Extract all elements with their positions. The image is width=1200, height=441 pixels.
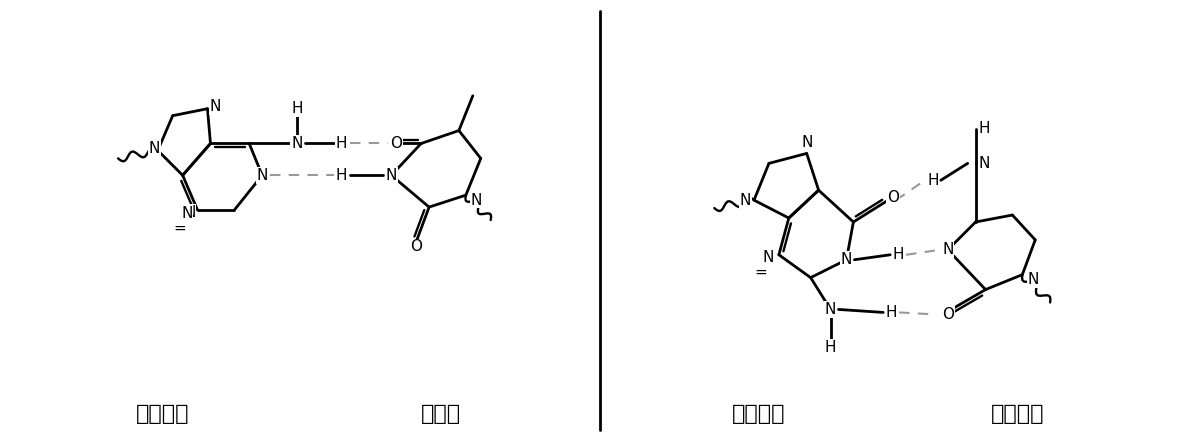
Text: N: N <box>824 302 836 317</box>
Text: O: O <box>410 239 422 254</box>
Text: N: N <box>1027 272 1039 287</box>
Text: O: O <box>942 307 954 322</box>
Text: N: N <box>802 135 812 150</box>
Text: O: O <box>390 136 402 151</box>
Text: シトシン: シトシン <box>991 404 1044 424</box>
Text: H: H <box>292 101 302 116</box>
Text: H: H <box>979 121 990 136</box>
Text: H: H <box>336 168 347 183</box>
Text: N: N <box>385 168 397 183</box>
Text: N: N <box>979 156 990 171</box>
Text: N: N <box>739 193 751 208</box>
Text: N: N <box>184 205 196 220</box>
Text: N: N <box>257 168 268 183</box>
Text: O: O <box>887 190 899 205</box>
Text: H: H <box>893 247 904 262</box>
Text: H: H <box>886 305 896 320</box>
Text: H: H <box>928 173 938 188</box>
Text: =: = <box>173 220 186 235</box>
Text: N: N <box>841 252 852 267</box>
Text: N: N <box>181 206 192 220</box>
Text: N: N <box>470 193 482 208</box>
Text: H: H <box>824 340 836 355</box>
Text: N: N <box>762 250 774 265</box>
Text: チミン: チミン <box>421 404 461 424</box>
Text: グアニン: グアニン <box>732 404 786 424</box>
Text: N: N <box>210 99 221 114</box>
Text: アデニン: アデニン <box>136 404 190 424</box>
Text: H: H <box>336 136 347 151</box>
Text: N: N <box>149 141 160 156</box>
Text: N: N <box>292 136 302 151</box>
Text: N: N <box>942 242 954 257</box>
Text: =: = <box>755 265 767 280</box>
